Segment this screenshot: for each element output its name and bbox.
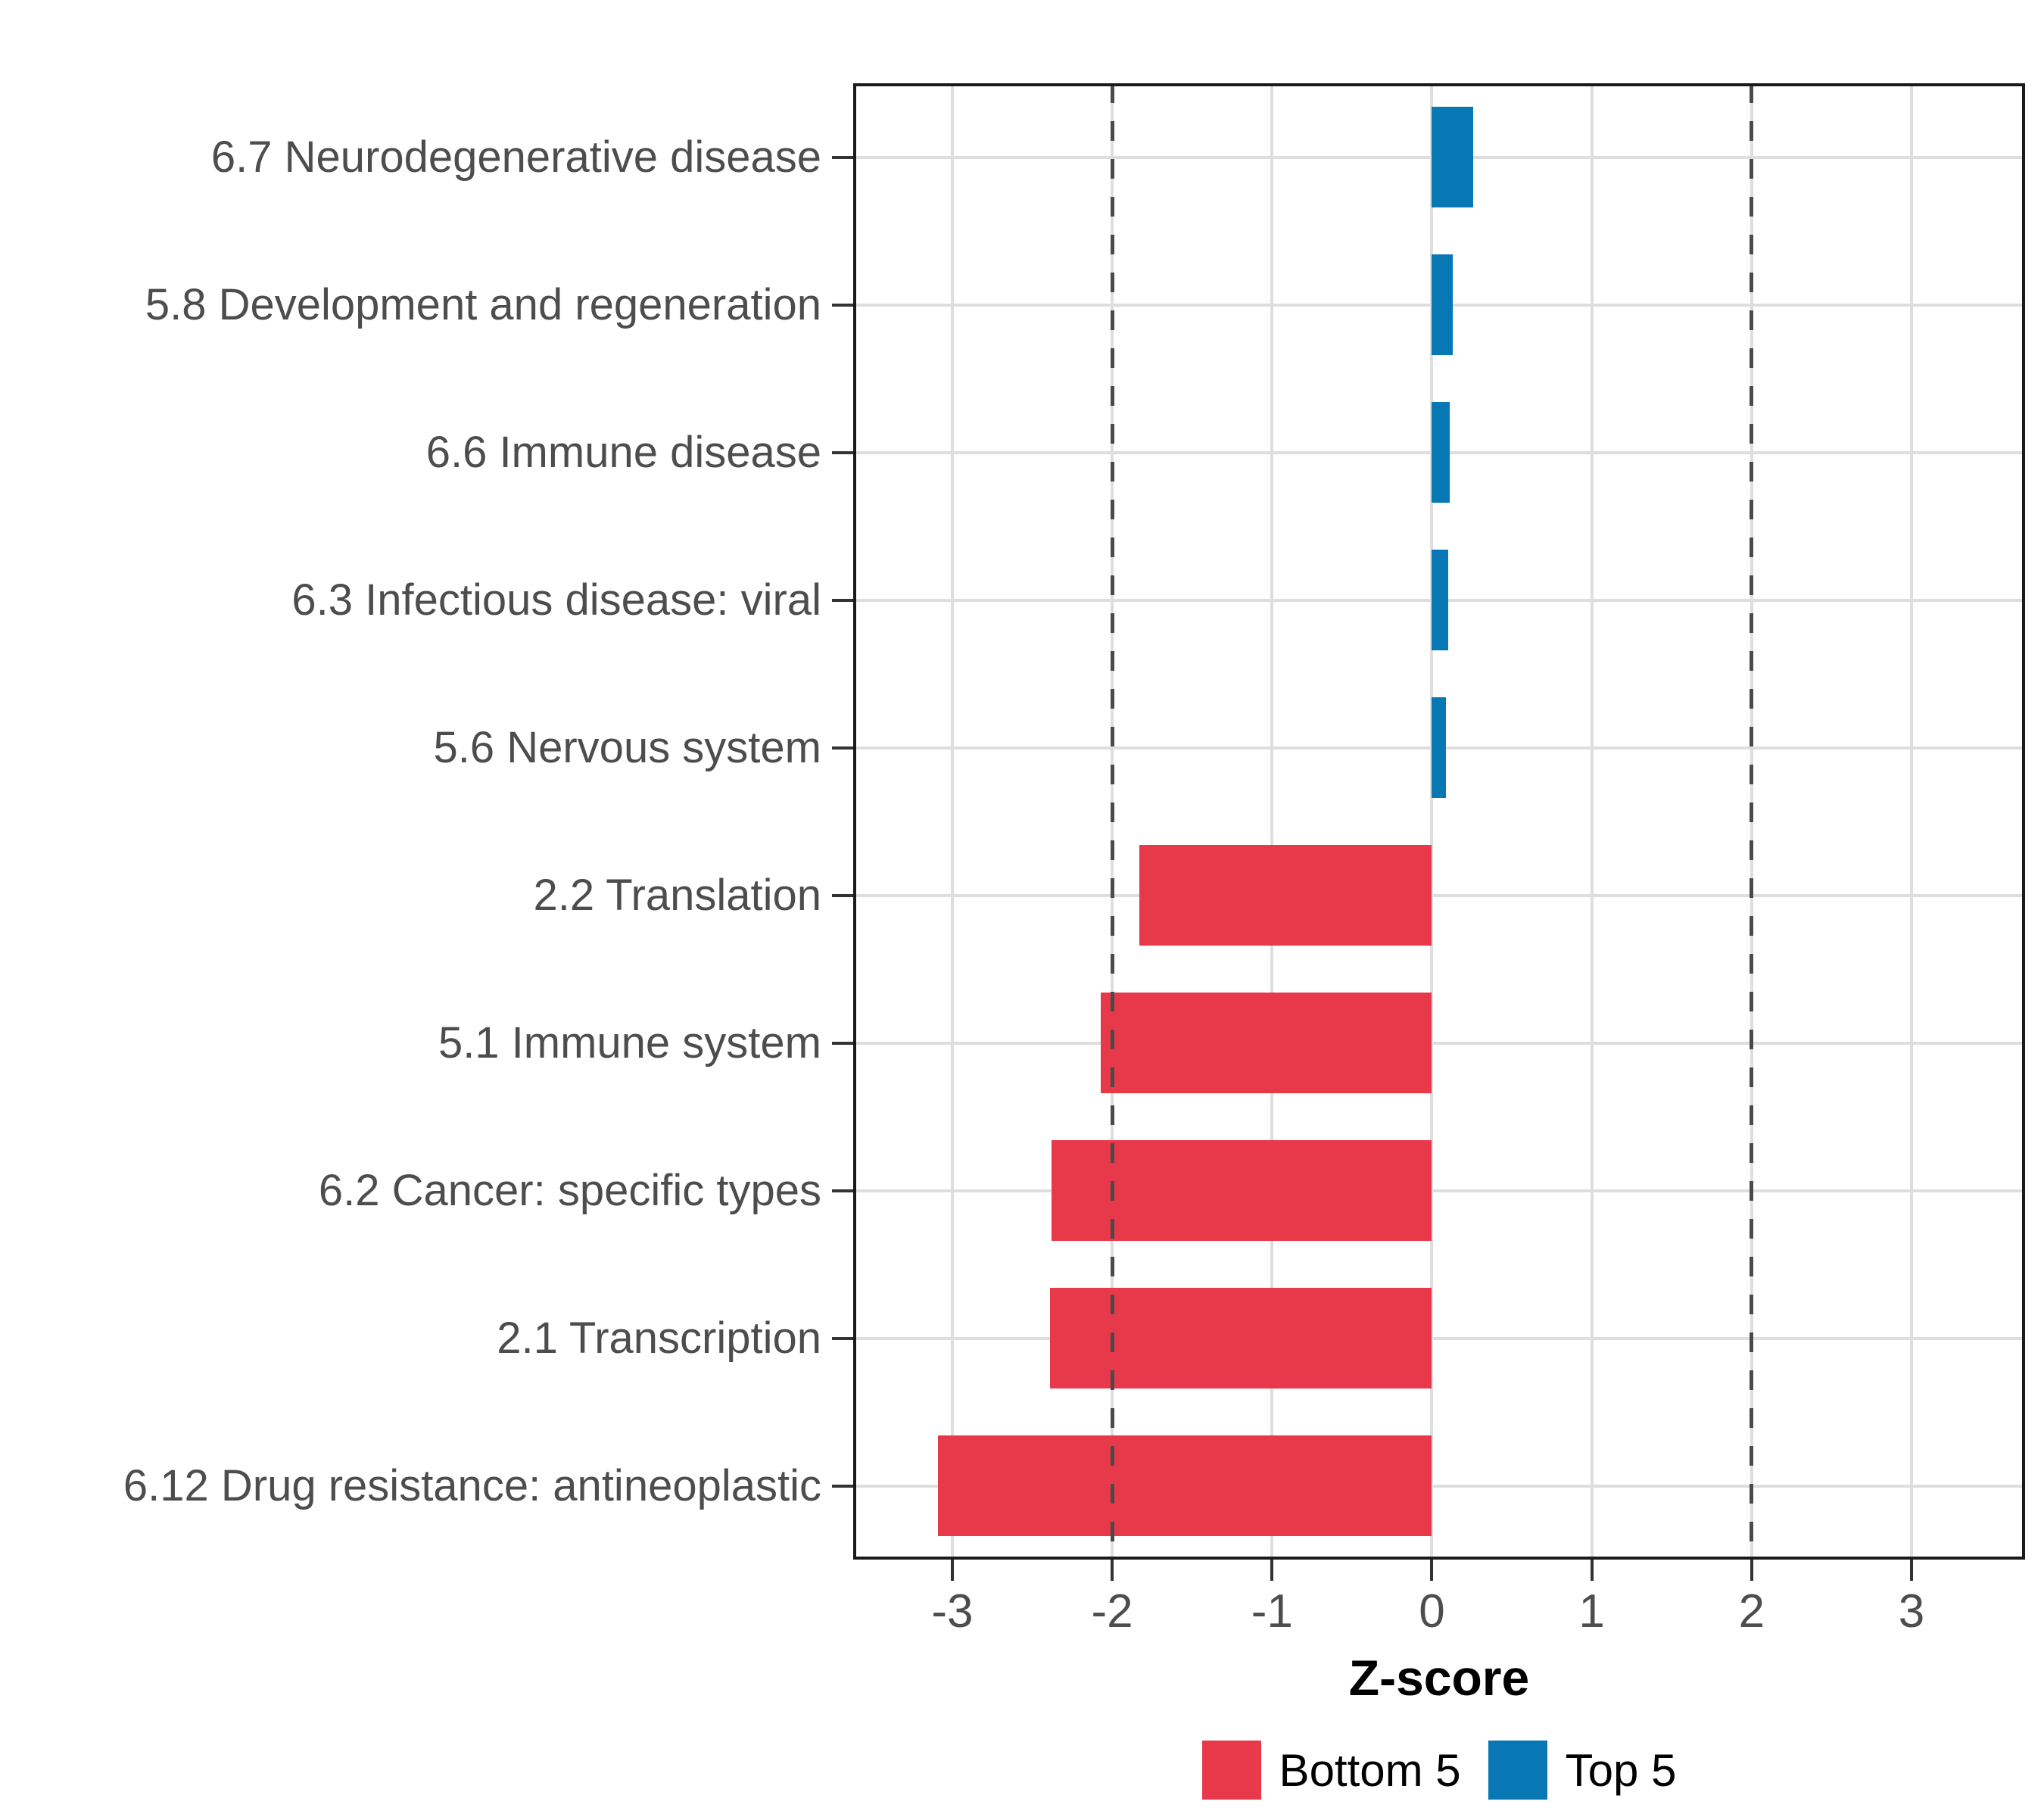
y-axis-label: 2.1 Transcription (497, 1313, 821, 1363)
x-tick-label: -3 (931, 1585, 974, 1638)
x-tick-label: 0 (1419, 1585, 1445, 1638)
bar (1049, 1288, 1432, 1388)
y-tick (832, 155, 853, 159)
bar (1432, 254, 1453, 355)
legend-item-top5: Top 5 (1488, 1741, 1677, 1800)
y-tick (832, 746, 853, 750)
x-gridline (1910, 83, 1914, 1560)
reference-line (1750, 83, 1754, 1560)
y-axis-label: 5.8 Development and regeneration (145, 279, 821, 329)
x-tick (950, 1560, 954, 1581)
y-gridline (853, 893, 2025, 897)
y-gridline (853, 1484, 2025, 1488)
reference-line (1110, 83, 1114, 1560)
x-gridline (1590, 83, 1594, 1560)
y-tick (832, 1484, 853, 1488)
bar (1051, 1140, 1432, 1241)
y-tick (832, 1041, 853, 1045)
x-tick-label: 1 (1578, 1585, 1605, 1638)
x-tick-label: -2 (1091, 1585, 1133, 1638)
y-gridline (853, 1041, 2025, 1045)
y-gridline (853, 1336, 2025, 1340)
legend: Bottom 5 Top 5 (853, 1734, 2025, 1806)
y-axis-label: 5.1 Immune system (438, 1018, 821, 1067)
y-tick (832, 893, 853, 897)
y-axis-label: 6.12 Drug resistance: antineoplastic (123, 1460, 821, 1510)
x-tick (1910, 1560, 1914, 1581)
y-axis-label: 6.2 Cancer: specific types (318, 1165, 821, 1215)
x-tick (1270, 1560, 1274, 1581)
legend-swatch-bottom5 (1201, 1741, 1261, 1800)
x-tick-label: 2 (1738, 1585, 1765, 1638)
y-tick (832, 1336, 853, 1340)
y-tick (832, 1189, 853, 1192)
bar (1139, 845, 1432, 946)
x-axis-title: Z-score (1348, 1650, 1530, 1706)
x-tick (1111, 1560, 1114, 1581)
bar (937, 1435, 1432, 1536)
legend-item-bottom5: Bottom 5 (1201, 1741, 1461, 1800)
y-axis-label: 6.6 Immune disease (425, 427, 821, 477)
x-tick (1590, 1560, 1594, 1581)
y-axis-label: 6.7 Neurodegenerative disease (210, 132, 821, 182)
legend-swatch-top5 (1488, 1741, 1547, 1800)
bar (1101, 993, 1432, 1093)
x-tick-label: 3 (1898, 1585, 1925, 1638)
x-tick-label: -1 (1251, 1585, 1293, 1638)
bar (1432, 550, 1448, 650)
bar (1432, 697, 1447, 798)
bar (1432, 107, 1474, 207)
y-tick (832, 303, 853, 307)
bar (1432, 402, 1450, 503)
x-gridline (1430, 83, 1434, 1560)
y-gridline (853, 1189, 2025, 1192)
y-tick (832, 450, 853, 454)
y-axis-label: 5.6 Nervous system (433, 722, 821, 772)
x-gridline (950, 83, 954, 1560)
x-tick (1750, 1560, 1753, 1581)
y-axis-label: 2.2 Translation (533, 870, 821, 920)
y-tick (832, 598, 853, 602)
x-gridline (1270, 83, 1274, 1560)
x-tick (1430, 1560, 1434, 1581)
legend-label-top5: Top 5 (1565, 1744, 1677, 1796)
legend-label-bottom5: Bottom 5 (1279, 1744, 1461, 1796)
y-axis-label: 6.3 Infectious disease: viral (291, 575, 821, 625)
